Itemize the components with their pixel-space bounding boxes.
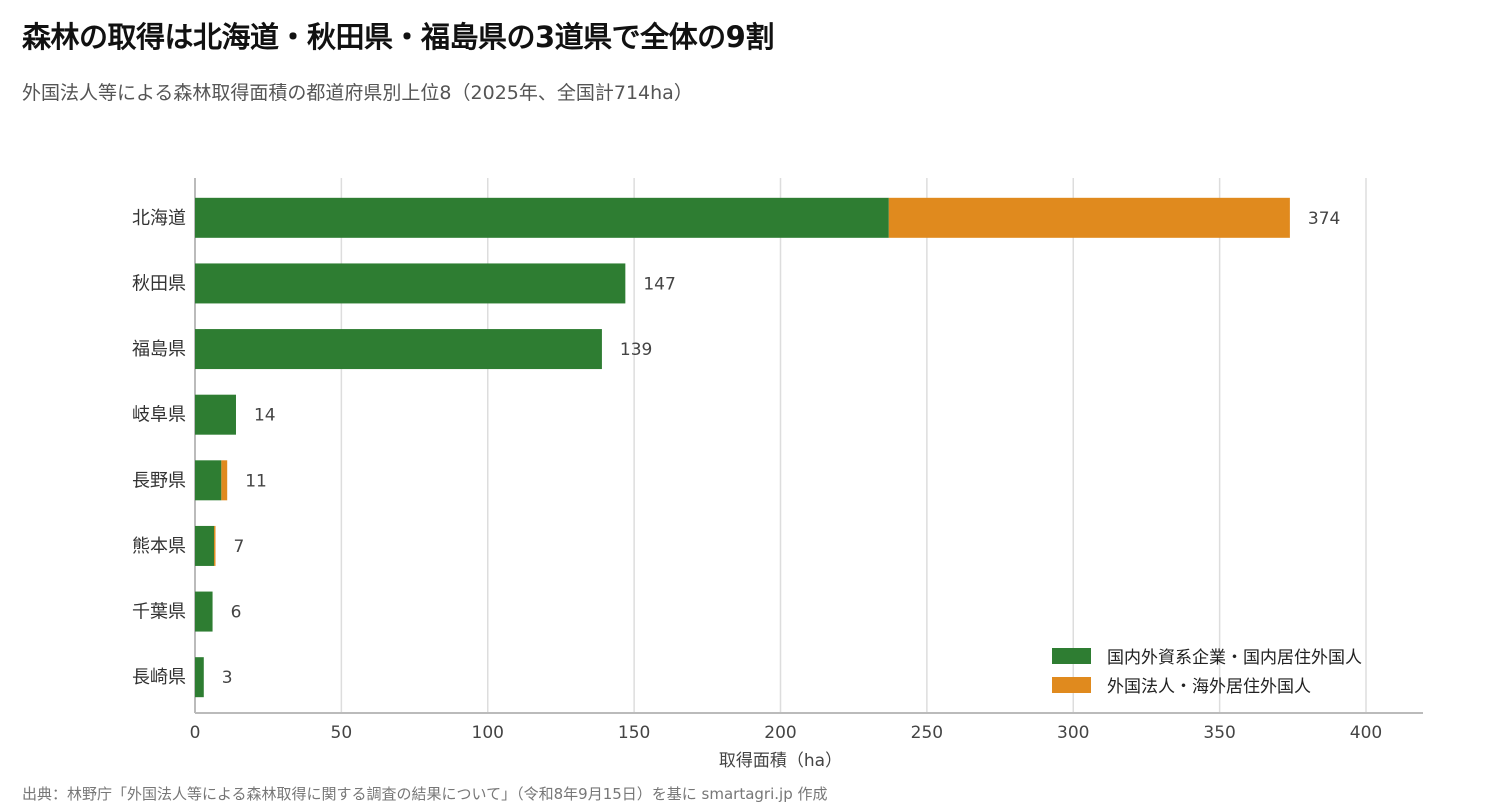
x-tick-label: 300 xyxy=(1057,723,1089,743)
category-label: 千葉県 xyxy=(132,602,186,623)
data-label: 139 xyxy=(620,340,652,360)
x-tick-label: 100 xyxy=(472,723,504,743)
bar-segment xyxy=(195,657,204,698)
x-tick-label: 400 xyxy=(1350,723,1382,743)
bar-segment xyxy=(195,329,602,370)
category-label: 岐阜県 xyxy=(132,405,186,426)
category-label: 北海道 xyxy=(132,208,186,229)
chart-subtitle: 外国法人等による森林取得面積の都道府県別上位8（2025年、全国計714ha） xyxy=(22,82,693,104)
legend-swatch xyxy=(1052,677,1091,693)
x-tick-label: 0 xyxy=(190,723,201,743)
category-label: 長野県 xyxy=(132,470,186,491)
x-tick-label: 350 xyxy=(1203,723,1235,743)
x-tick-label: 200 xyxy=(764,723,796,743)
bar-segment xyxy=(888,197,1290,238)
data-label: 11 xyxy=(245,471,267,491)
category-label: 熊本県 xyxy=(132,536,186,557)
bar-segment xyxy=(195,591,213,632)
category-label: 秋田県 xyxy=(132,273,186,294)
x-tick-label: 50 xyxy=(331,723,353,743)
bar-segment xyxy=(195,197,889,238)
bar-segment xyxy=(221,460,228,501)
legend-label: 国内外資系企業・国内居住外国人 xyxy=(1107,648,1362,668)
legend-swatch xyxy=(1052,648,1091,664)
data-label: 6 xyxy=(231,603,242,623)
bar-segment xyxy=(214,525,216,566)
data-label: 147 xyxy=(643,274,675,294)
x-axis-title: 取得面積（ha） xyxy=(719,751,842,771)
bar-segment xyxy=(195,263,626,304)
data-label: 3 xyxy=(222,668,233,688)
legend-label: 外国法人・海外居住外国人 xyxy=(1107,677,1311,697)
data-label: 7 xyxy=(233,537,244,557)
data-label: 374 xyxy=(1308,209,1340,229)
stacked-bar-chart: 0 50 100 150 200 250 300 350 400 取得面積（ha） 北海道 374 秋田… xyxy=(132,178,1423,771)
x-tick-label: 250 xyxy=(911,723,943,743)
category-label: 長崎県 xyxy=(132,667,186,688)
bar-segment xyxy=(195,394,236,435)
category-label: 福島県 xyxy=(132,339,186,360)
source-note: 出典：林野庁「外国法人等による森林取得に関する調査の結果について」（令和8年9月… xyxy=(22,785,828,803)
bar-segment xyxy=(195,460,222,501)
chart-title: 森林の取得は北海道・秋田県・福島県の3道県で全体の9割 xyxy=(22,20,774,54)
x-tick-label: 150 xyxy=(618,723,650,743)
data-label: 14 xyxy=(254,406,276,426)
bar-segment xyxy=(195,525,215,566)
